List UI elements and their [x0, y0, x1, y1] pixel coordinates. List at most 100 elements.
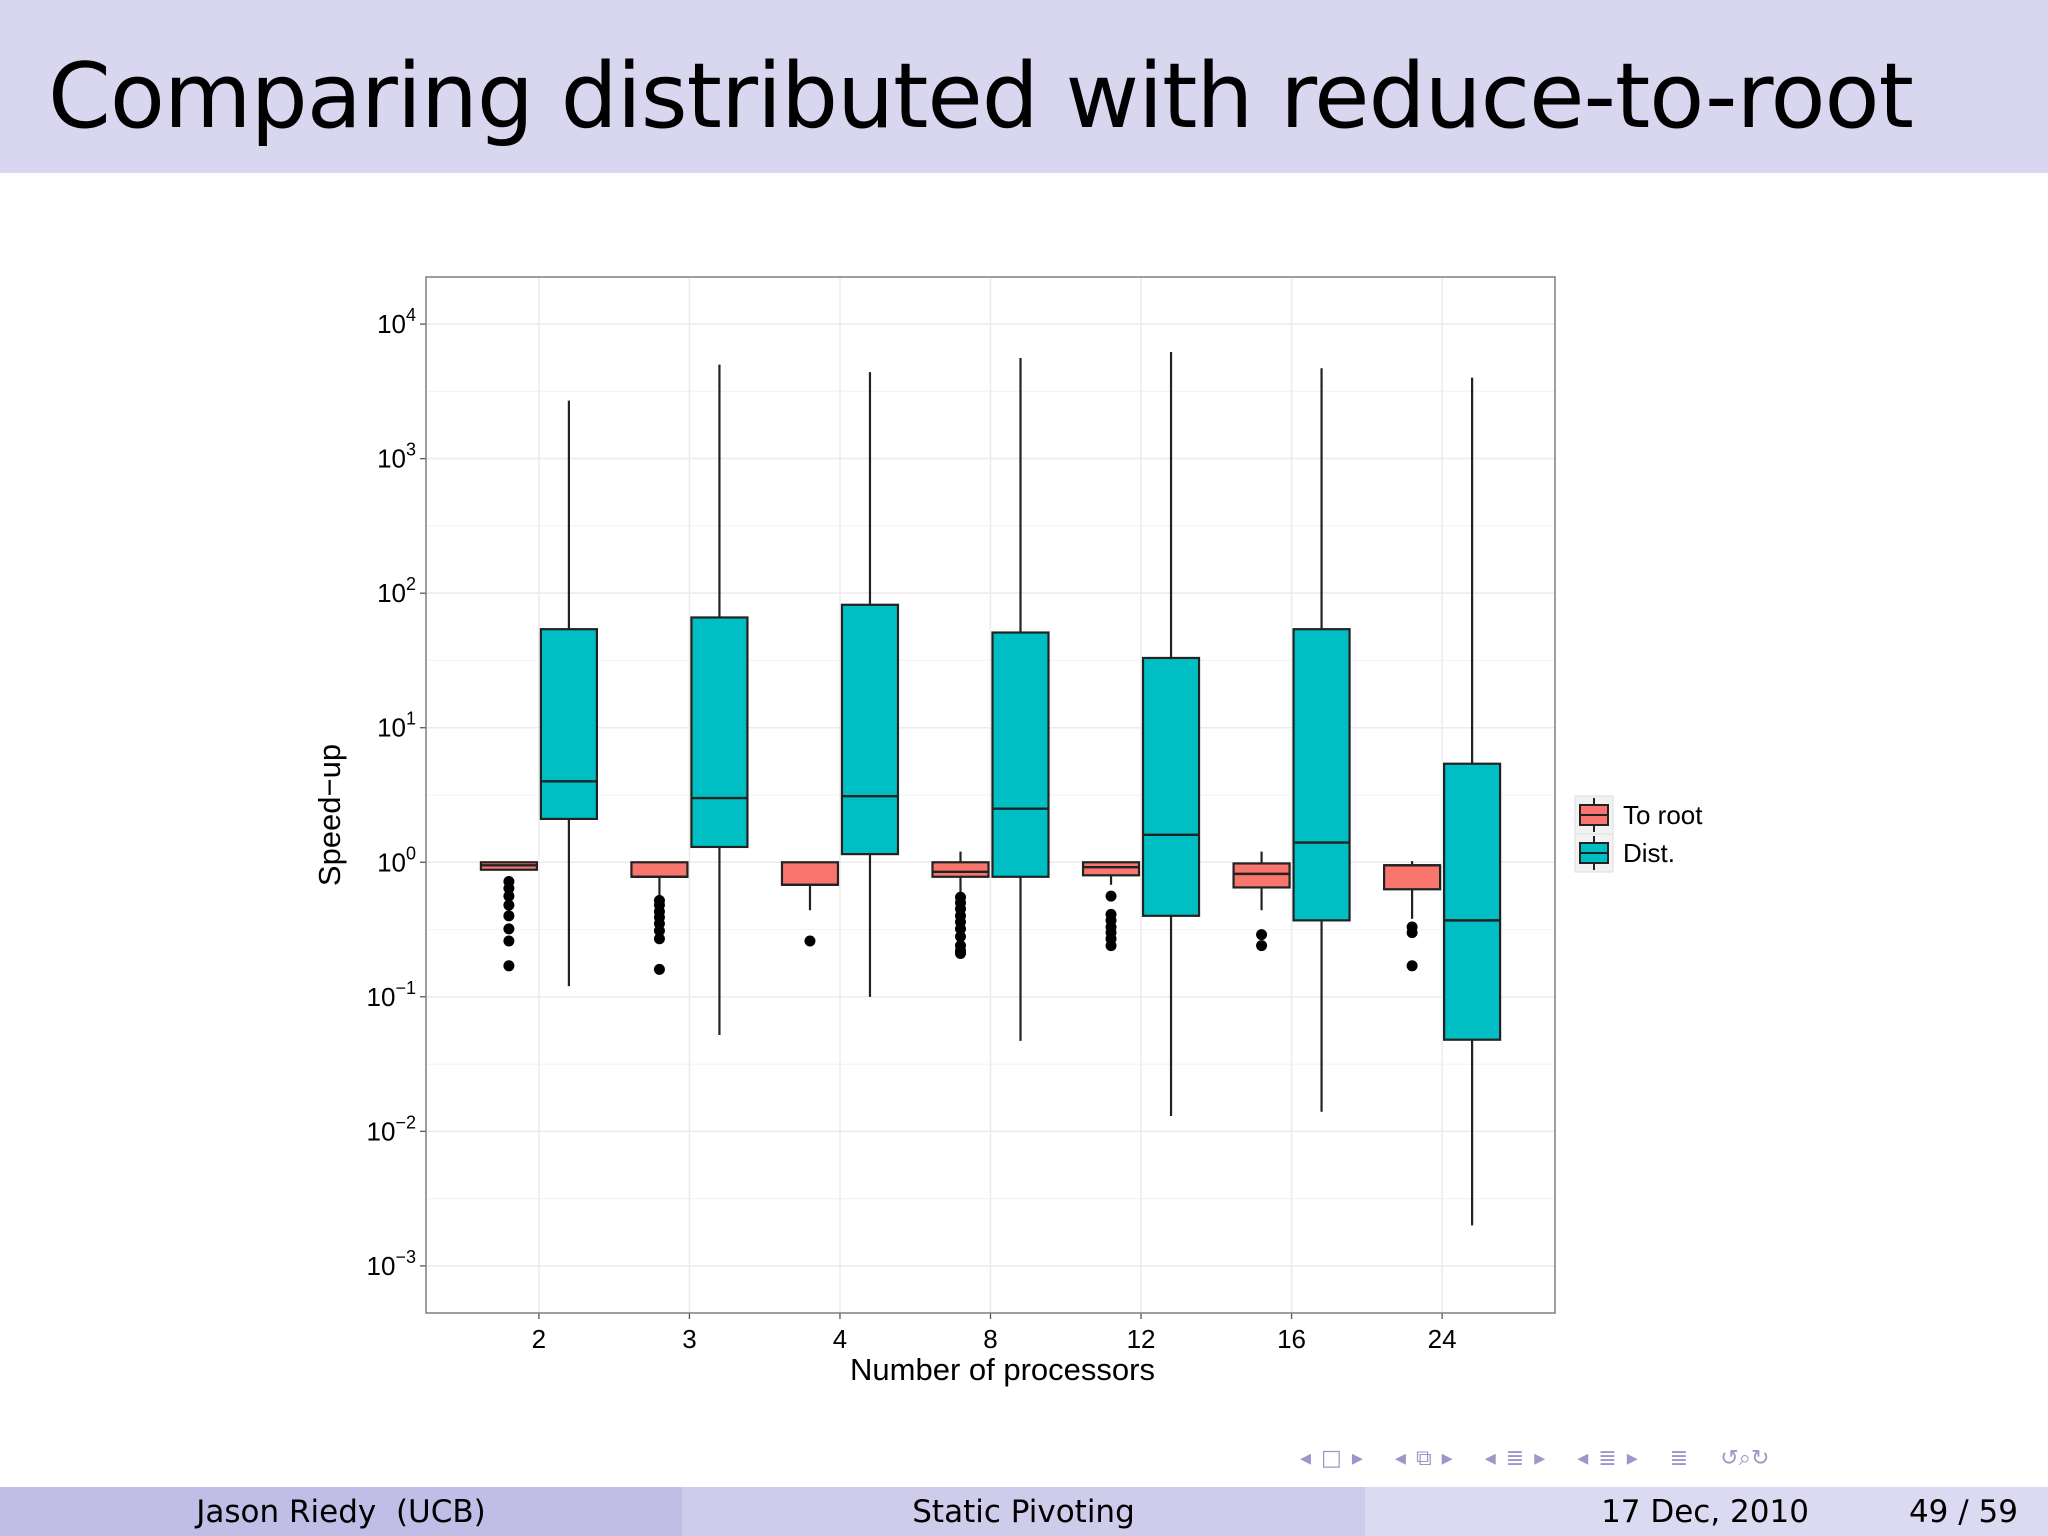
x-tick-label: 12 [1127, 1324, 1156, 1354]
outlier-point [503, 960, 515, 972]
boxplot-to-root-16 [1232, 851, 1291, 952]
outlier-point [653, 963, 665, 975]
y-tick-label: 104 [377, 305, 416, 339]
boxplot-to-root-8 [931, 851, 990, 959]
x-tick-label: 2 [532, 1324, 546, 1354]
legend: To root Dist. [1574, 795, 1703, 873]
footer-date-text: 17 Dec, 2010 [1601, 1493, 1809, 1530]
boxplot-dist-16 [1292, 368, 1351, 1112]
outlier-point [804, 935, 816, 947]
outlier-point [503, 935, 515, 947]
outlier-point [503, 890, 515, 902]
beamer-navigation: ◂ □ ▸ ◂ ⧉ ▸ ◂ ≣ ▸ ◂ ≣ ▸ ≣ ↺⌕↻ [1300, 1440, 2040, 1476]
title-bar: Comparing distributed with reduce-to-roo… [0, 0, 2048, 173]
footer-author-text: Jason Riedy (UCB) [196, 1493, 486, 1530]
boxplot-to-root-3 [630, 861, 689, 975]
boxplot-dist-24 [1442, 377, 1502, 1226]
box-iqr [690, 616, 749, 849]
y-tick-label: 10−3 [367, 1247, 416, 1281]
outlier-point [503, 899, 515, 911]
outlier-point [653, 925, 665, 937]
legend-label: Dist. [1623, 838, 1675, 868]
x-axis-title: Number of processors [850, 1352, 1155, 1387]
box-iqr [1232, 862, 1291, 889]
outlier-point [503, 923, 515, 935]
box-iqr [931, 861, 990, 878]
outlier-point [1406, 960, 1418, 972]
nav-left-arrow-icon[interactable]: ◂ [1300, 1445, 1312, 1471]
nav-right-arrow-icon[interactable]: ▸ [1351, 1445, 1363, 1471]
x-tick-label: 3 [682, 1324, 696, 1354]
box-iqr [1442, 762, 1502, 1041]
footer-talk-text: Static Pivoting [912, 1493, 1135, 1530]
boxplot-to-root-12 [1081, 861, 1141, 952]
outlier-point [1256, 929, 1268, 941]
nav-frames-group: ◂ ⧉ ▸ [1395, 1446, 1453, 1471]
outlier-point [955, 923, 966, 935]
outlier-point [1406, 927, 1418, 939]
outlier-point [955, 931, 966, 943]
y-tick-label: 10−2 [367, 1112, 416, 1146]
footer-talk: Static Pivoting [682, 1487, 1365, 1536]
nav-frame-group: ◂ □ ▸ [1300, 1446, 1363, 1471]
box-iqr [991, 631, 1050, 878]
nav-section-group: ◂ ≣ ▸ [1485, 1446, 1546, 1471]
x-tick-label: 8 [983, 1324, 997, 1354]
nav-outline-group: ≣ [1670, 1446, 1688, 1471]
box-iqr [840, 603, 900, 856]
box-iqr [630, 861, 689, 878]
box-iqr [1382, 864, 1442, 891]
footer-date-page: 17 Dec, 2010 49 / 59 [1365, 1487, 2048, 1536]
nav-right-arrow-icon[interactable]: ▸ [1534, 1445, 1546, 1471]
outlier-point [1256, 940, 1268, 952]
footer-page-number: 49 / 59 [1908, 1493, 2018, 1530]
nav-subsection-group: ◂ ≣ ▸ [1577, 1446, 1638, 1471]
nav-left-arrow-icon[interactable]: ◂ [1577, 1445, 1589, 1471]
frame-icon[interactable]: □ [1321, 1445, 1342, 1471]
nav-right-arrow-icon[interactable]: ▸ [1441, 1445, 1453, 1471]
legend-label: To root [1623, 800, 1703, 830]
nav-search-group: ↺⌕↻ [1720, 1446, 1769, 1471]
frames-icon[interactable]: ⧉ [1415, 1445, 1432, 1471]
boxplot-dist-4 [840, 372, 900, 997]
outlier-point [503, 882, 515, 894]
boxplot-dist-8 [991, 357, 1050, 1041]
nav-right-arrow-icon[interactable]: ▸ [1626, 1445, 1638, 1471]
outlier-point [653, 933, 665, 945]
y-tick-label: 100 [377, 843, 416, 877]
outlier-point [1105, 940, 1117, 952]
section-icon[interactable]: ≣ [1505, 1445, 1525, 1471]
nav-left-arrow-icon[interactable]: ◂ [1394, 1445, 1406, 1471]
outline-icon[interactable]: ≣ [1669, 1445, 1689, 1471]
box-iqr [1292, 628, 1351, 922]
boxplot-to-root-2 [479, 861, 538, 972]
footer-author: Jason Riedy (UCB) [0, 1487, 682, 1536]
y-tick-label: 102 [377, 574, 416, 608]
boxplot-dist-2 [539, 400, 599, 987]
box-iqr [1081, 861, 1141, 877]
box-iqr [539, 628, 599, 821]
outlier-point [503, 910, 515, 922]
x-tick-label: 16 [1277, 1324, 1306, 1354]
boxplot-to-root-4 [780, 861, 840, 947]
y-tick-label: 10−1 [367, 978, 416, 1012]
subsection-icon[interactable]: ≣ [1598, 1445, 1617, 1471]
box-iqr [1141, 656, 1201, 917]
x-tick-label: 24 [1428, 1324, 1457, 1354]
y-tick-label: 101 [377, 709, 416, 743]
search-icon[interactable]: ↺⌕↻ [1720, 1445, 1770, 1471]
y-axis-title: Speed−up [312, 744, 347, 886]
slide-title: Comparing distributed with reduce-to-roo… [48, 44, 1914, 149]
box-iqr [780, 861, 840, 886]
plot-panel-border [425, 276, 1556, 1314]
boxplot-dist-3 [690, 364, 749, 1036]
x-tick-label: 4 [833, 1324, 847, 1354]
nav-left-arrow-icon[interactable]: ◂ [1484, 1445, 1496, 1471]
y-tick-label: 103 [377, 440, 416, 474]
boxplot-to-root-24 [1382, 861, 1442, 972]
outlier-point [955, 947, 966, 959]
boxplot-dist-12 [1141, 352, 1201, 1117]
footer: Jason Riedy (UCB) Static Pivoting 17 Dec… [0, 1487, 2048, 1536]
outlier-point [1105, 890, 1117, 902]
